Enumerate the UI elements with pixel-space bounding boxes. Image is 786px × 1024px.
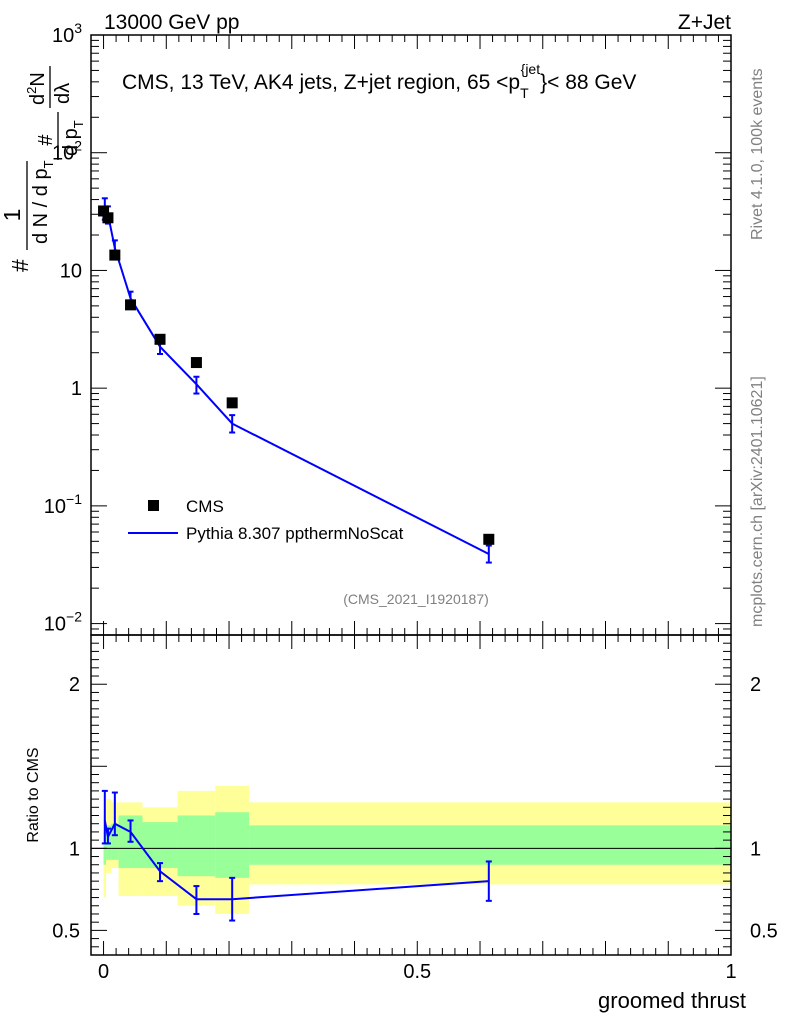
ratio-y-tick-label-right: 0.5	[750, 920, 778, 942]
main-series-layer	[98, 197, 495, 564]
legend-pythia-label: Pythia 8.307 ppthermNoScat	[186, 524, 404, 543]
x-tick-label: 0.5	[403, 961, 431, 983]
x-tick-label: 0	[98, 961, 109, 983]
analysis-watermark: (CMS_2021_I1920187)	[343, 591, 489, 607]
legend-cms-marker	[148, 500, 159, 511]
ylabel-frac2-den: d pT	[60, 120, 86, 156]
main-y-tick-label: 10	[60, 260, 82, 282]
ylabel-prefix: #	[7, 259, 33, 272]
main-y-tick-label: 10−1	[44, 491, 82, 518]
xlabel: groomed thrust	[598, 988, 746, 1013]
green-band-bin	[142, 822, 178, 869]
header-left-title: 13000 GeV pp	[104, 11, 239, 34]
ratio-y-tick-label: 2	[69, 674, 80, 696]
x-tick-label: 1	[725, 961, 736, 983]
main-panel-frame	[90, 34, 732, 636]
cms-data-point	[125, 299, 137, 311]
ratio-y-tick-label: 0.5	[52, 920, 80, 942]
ratio-ylabel: Ratio to CMS	[25, 747, 42, 842]
axis-ticks	[90, 34, 732, 955]
cms-data-point	[226, 397, 238, 409]
ratio-y-tick-label-right: 2	[750, 674, 761, 696]
green-band-bin	[249, 825, 731, 865]
ratio-uncertainty-bands	[91, 785, 731, 914]
ratio-series-layer	[101, 789, 492, 922]
ratio-y-tick-label: 1	[69, 838, 80, 860]
ratio-panel-frame	[90, 634, 732, 956]
green-band-bin	[215, 812, 250, 878]
cms-data-point	[98, 205, 110, 217]
green-band-bin	[111, 823, 119, 860]
side-label-mcplots: mcplots.cern.ch [arXiv:2401.10621]	[749, 376, 766, 627]
ylabel-frac3-den: dλ	[52, 83, 74, 104]
ylabel-frac1-den: d N / d pT	[30, 160, 56, 244]
ylabel-frac1-num: 1	[0, 209, 25, 222]
ylabel-frac2-num: #	[35, 134, 57, 146]
pythia-line	[103, 207, 490, 555]
legend: CMS Pythia 8.307 ppthermNoScat	[128, 497, 404, 543]
header-right-title: Z+Jet	[678, 11, 731, 34]
main-y-tick-label: 1	[71, 378, 82, 400]
ratio-pythia-line	[103, 820, 489, 901]
cms-data-point	[190, 357, 202, 369]
cms-data-point	[483, 533, 495, 545]
cms-data-point	[102, 212, 114, 224]
tick-labels: 10−2 10−1 1 10 102 103 0.5 0.5 1 1 2 2 0 0.5 1	[44, 20, 778, 983]
main-y-tick-label: 102	[52, 138, 82, 165]
main-y-tick-label: 103	[52, 20, 82, 47]
cms-data-point	[109, 249, 121, 261]
ratio-y-tick-label-right: 1	[750, 838, 761, 860]
main-title: CMS, 13 TeV, AK4 jets, Z+jet region, 65 …	[122, 61, 636, 101]
main-title-superscript: {jet	[521, 61, 541, 77]
cms-data-point	[154, 333, 166, 345]
main-title-subscript: T	[520, 85, 529, 101]
main-y-tick-label: 10−2	[44, 609, 82, 636]
main-title-tail: }< 88 GeV	[540, 71, 636, 94]
green-band-bin	[177, 815, 216, 877]
legend-cms-label: CMS	[186, 497, 224, 516]
side-label-rivet: Rivet 4.1.0, 100k events	[749, 68, 766, 240]
main-ylabel: # 1 d N / d pT # d pT d2N dλ	[0, 66, 86, 272]
ylabel-frac3-num: d2N	[24, 72, 49, 105]
